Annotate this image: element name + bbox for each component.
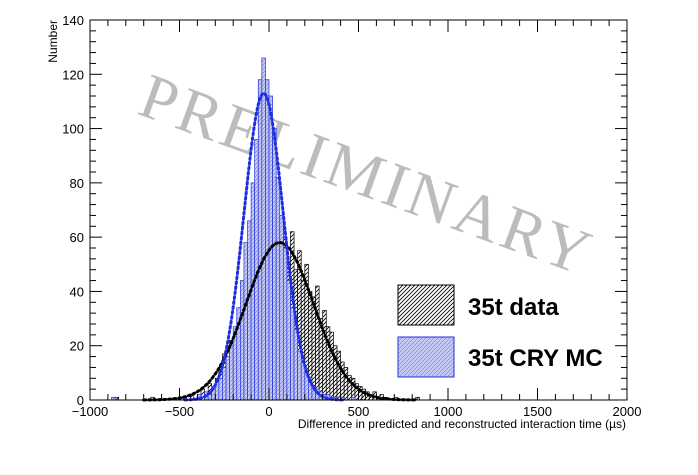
x-tick-label: 1500 (523, 404, 552, 419)
y-tick-label: 140 (62, 13, 84, 28)
mc-bin (207, 394, 213, 401)
data-fit-curve (142, 241, 418, 402)
data-bin (322, 310, 327, 401)
mc-bin (222, 367, 227, 401)
data-bin (336, 350, 341, 401)
mc-bin (225, 356, 230, 401)
mc-bin (293, 329, 298, 401)
legend: 35t data 35t CRY MC (397, 284, 603, 378)
x-tick-label: −1000 (72, 404, 109, 419)
mc-bin (229, 345, 234, 401)
legend-swatch-data (397, 284, 455, 326)
mc-bin (257, 79, 263, 401)
y-tick-label: 80 (70, 176, 84, 191)
mc-bin (297, 350, 302, 401)
y-tick-label: 20 (70, 339, 84, 354)
mc-bin (265, 79, 270, 401)
mc-bin (240, 280, 245, 401)
x-tick-label: 2000 (613, 404, 642, 419)
x-axis-title: Difference in predicted and reconstructe… (298, 417, 626, 431)
mc-bin (272, 128, 277, 401)
mc-bin (247, 220, 252, 401)
watermark-layer: PRELIMINARY (131, 60, 604, 290)
x-tick-label: −500 (165, 404, 194, 419)
x-tick-label: 1000 (434, 404, 463, 419)
mc-bin (290, 307, 295, 401)
mc-bin (286, 280, 291, 401)
mc-bin (275, 177, 281, 401)
x-tick-label: 0 (265, 404, 272, 419)
data-bin (315, 285, 320, 401)
y-tick-label: 120 (62, 67, 84, 82)
mc-bin (282, 247, 288, 401)
y-axis-title: Number (46, 20, 60, 63)
y-tick-label: 60 (70, 230, 84, 245)
x-tick-label: 500 (348, 404, 370, 419)
mc-bin (243, 242, 248, 401)
legend-label-mc: 35t CRY MC (468, 345, 603, 372)
watermark-text: PRELIMINARY (131, 60, 604, 290)
y-tick-label: 0 (77, 393, 84, 408)
mc-bin (261, 57, 266, 401)
data-bin (329, 331, 334, 401)
legend-swatch-mc (397, 336, 455, 378)
mc-fit-curve (183, 91, 344, 402)
fit-curves (142, 91, 418, 402)
data-bin (350, 377, 356, 401)
y-axis: 0 20 40 60 80 100 120 140 (62, 13, 627, 408)
x-axis: −1000 −500 0 500 1000 1500 2000 (72, 20, 642, 419)
mc-bin (218, 377, 223, 401)
legend-label-data: 35t data (468, 294, 559, 321)
y-tick-label: 100 (62, 122, 84, 137)
y-tick-label: 40 (70, 284, 84, 299)
